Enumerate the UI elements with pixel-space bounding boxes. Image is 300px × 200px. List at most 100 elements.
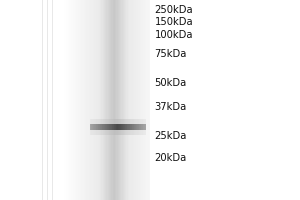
Bar: [145, 119, 146, 135]
Bar: [129, 0, 130, 200]
Bar: [131, 0, 133, 200]
Bar: [104, 119, 105, 135]
Bar: [88, 0, 89, 200]
Bar: [129, 119, 130, 135]
Bar: [38, 0, 39, 200]
Bar: [119, 119, 120, 135]
Bar: [130, 0, 131, 200]
Bar: [75, 0, 76, 200]
Bar: [66, 0, 68, 200]
Bar: [130, 119, 131, 135]
Bar: [113, 119, 114, 135]
Bar: [122, 119, 123, 135]
Bar: [118, 0, 119, 200]
Bar: [130, 124, 131, 130]
Bar: [117, 124, 118, 130]
Bar: [103, 119, 104, 135]
Bar: [84, 0, 85, 200]
Bar: [134, 119, 135, 135]
Bar: [145, 124, 146, 130]
Bar: [109, 124, 110, 130]
Bar: [120, 124, 121, 130]
Bar: [69, 0, 70, 200]
Bar: [34, 0, 35, 200]
Bar: [36, 0, 38, 200]
Bar: [60, 0, 61, 200]
Bar: [128, 0, 129, 200]
Bar: [119, 124, 120, 130]
Bar: [118, 119, 119, 135]
Bar: [142, 0, 144, 200]
Bar: [108, 119, 109, 135]
Bar: [54, 0, 55, 200]
Bar: [94, 0, 95, 200]
Bar: [120, 119, 121, 135]
Bar: [144, 119, 145, 135]
Bar: [49, 0, 50, 200]
Bar: [101, 119, 102, 135]
Bar: [39, 0, 40, 200]
Bar: [93, 124, 94, 130]
Bar: [120, 0, 121, 200]
Bar: [118, 124, 119, 130]
Bar: [10, 0, 11, 200]
Bar: [61, 0, 62, 200]
Bar: [74, 0, 75, 200]
Bar: [132, 119, 133, 135]
Bar: [128, 124, 129, 130]
Text: 20kDa: 20kDa: [154, 153, 187, 163]
Bar: [14, 0, 15, 200]
Bar: [111, 119, 112, 135]
Bar: [100, 119, 101, 135]
Bar: [5, 0, 6, 200]
Bar: [92, 0, 94, 200]
Bar: [123, 119, 124, 135]
Bar: [103, 0, 104, 200]
Bar: [0, 0, 1, 200]
Bar: [125, 124, 126, 130]
Bar: [105, 119, 106, 135]
Bar: [136, 119, 137, 135]
Bar: [131, 124, 132, 130]
Bar: [141, 119, 142, 135]
Bar: [26, 0, 28, 200]
Bar: [138, 119, 139, 135]
Bar: [137, 119, 138, 135]
Bar: [145, 0, 146, 200]
Bar: [44, 0, 45, 200]
Bar: [110, 119, 111, 135]
Bar: [141, 0, 142, 200]
Bar: [107, 124, 108, 130]
Bar: [133, 0, 134, 200]
Bar: [138, 124, 139, 130]
Bar: [95, 0, 96, 200]
Bar: [118, 124, 119, 130]
Bar: [144, 0, 145, 200]
Bar: [81, 0, 83, 200]
Bar: [115, 124, 116, 130]
Bar: [139, 124, 140, 130]
Bar: [124, 124, 125, 130]
Bar: [92, 119, 93, 135]
Bar: [111, 124, 112, 130]
Bar: [141, 124, 142, 130]
Bar: [93, 119, 94, 135]
Bar: [100, 0, 101, 200]
Bar: [104, 124, 105, 130]
Bar: [134, 0, 135, 200]
Bar: [86, 0, 88, 200]
Bar: [149, 0, 150, 200]
Bar: [29, 0, 30, 200]
Bar: [58, 0, 59, 200]
Bar: [132, 124, 133, 130]
Bar: [0, 0, 150, 200]
Bar: [45, 0, 46, 200]
Text: 250kDa: 250kDa: [154, 5, 193, 15]
Text: 100kDa: 100kDa: [154, 30, 193, 40]
Bar: [99, 124, 100, 130]
Bar: [101, 124, 102, 130]
Bar: [41, 0, 43, 200]
Bar: [119, 0, 120, 200]
Bar: [144, 124, 145, 130]
Bar: [98, 124, 99, 130]
